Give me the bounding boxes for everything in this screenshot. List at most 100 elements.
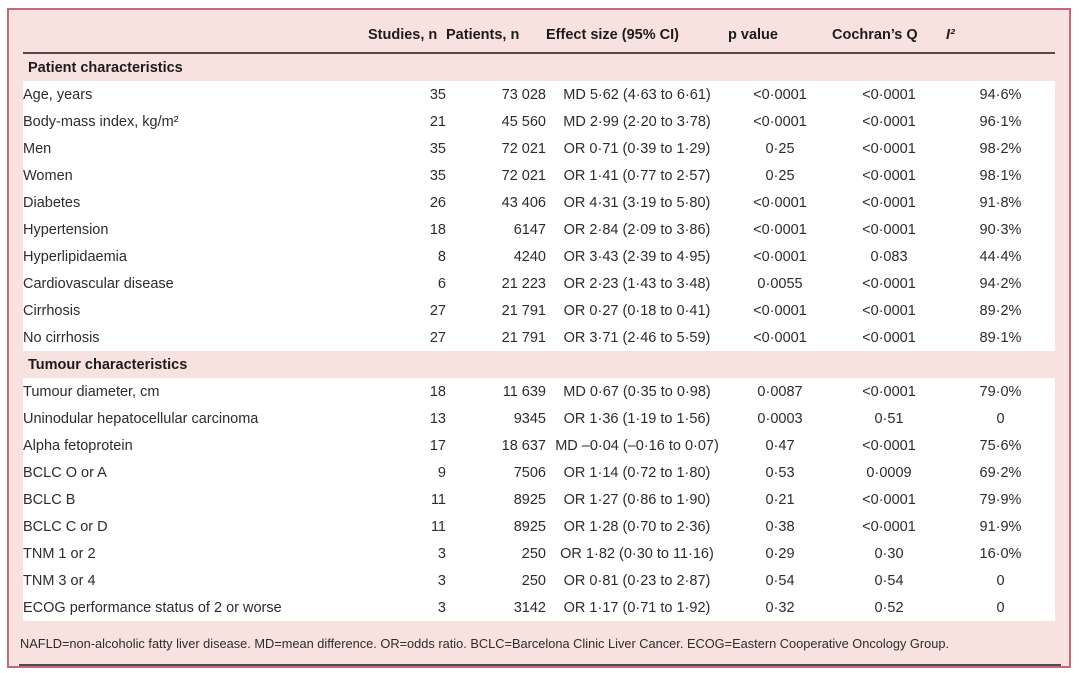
- i-squared-cell: 94·6%: [946, 81, 1055, 108]
- table-row: Men 35 72 021 OR 0·71 (0·39 to 1·29) 0·2…: [23, 135, 1055, 162]
- patients-cell: 43 406: [446, 189, 546, 216]
- row-label-cell: Women: [23, 162, 368, 189]
- cochrans-q-cell: <0·0001: [832, 108, 946, 135]
- effect-size-cell: OR 2·23 (1·43 to 3·48): [546, 270, 728, 297]
- p-value-cell: <0·0001: [728, 108, 832, 135]
- table-row: Cirrhosis 27 21 791 OR 0·27 (0·18 to 0·4…: [23, 297, 1055, 324]
- i-squared-cell: 44·4%: [946, 243, 1055, 270]
- column-header-cochrans-q: Cochran’s Q: [832, 10, 946, 54]
- row-label-cell: Hypertension: [23, 216, 368, 243]
- studies-cell: 35: [368, 135, 446, 162]
- studies-cell: 13: [368, 405, 446, 432]
- effect-size-cell: OR 1·36 (1·19 to 1·56): [546, 405, 728, 432]
- row-label-cell: TNM 1 or 2: [23, 540, 368, 567]
- section-title: Patient characteristics: [28, 59, 183, 76]
- cochrans-q-cell: <0·0001: [832, 486, 946, 513]
- row-label-cell: Hyperlipidaemia: [23, 243, 368, 270]
- p-value-cell: 0·0003: [728, 405, 832, 432]
- p-value-cell: <0·0001: [728, 189, 832, 216]
- section-header-row: Tumour characteristics: [23, 351, 1055, 378]
- i-squared-cell: 75·6%: [946, 432, 1055, 459]
- effect-size-cell: OR 0·81 (0·23 to 2·87): [546, 567, 728, 594]
- row-label-cell: Alpha fetoprotein: [23, 432, 368, 459]
- effect-size-cell: MD 0·67 (0·35 to 0·98): [546, 378, 728, 405]
- section-header-row: Patient characteristics: [23, 53, 1055, 81]
- column-header-studies: Studies, n: [368, 10, 446, 54]
- column-header-effect-size: Effect size (95% CI): [546, 10, 728, 54]
- table-row: Hypertension 18 6147 OR 2·84 (2·09 to 3·…: [23, 216, 1055, 243]
- effect-size-cell: OR 3·43 (2·39 to 4·95): [546, 243, 728, 270]
- studies-cell: 35: [368, 81, 446, 108]
- cochrans-q-cell: 0·54: [832, 567, 946, 594]
- row-label-cell: No cirrhosis: [23, 324, 368, 351]
- i-squared-cell: 89·2%: [946, 297, 1055, 324]
- i-squared-cell: 96·1%: [946, 108, 1055, 135]
- row-label-cell: TNM 3 or 4: [23, 567, 368, 594]
- i-squared-cell: 79·9%: [946, 486, 1055, 513]
- cochrans-q-cell: <0·0001: [832, 162, 946, 189]
- p-value-cell: <0·0001: [728, 216, 832, 243]
- i-squared-cell: 16·0%: [946, 540, 1055, 567]
- effect-size-cell: OR 1·82 (0·30 to 11·16): [546, 540, 728, 567]
- patients-cell: 21 791: [446, 324, 546, 351]
- p-value-cell: 0·25: [728, 162, 832, 189]
- p-value-cell: 0·0055: [728, 270, 832, 297]
- table-row: Diabetes 26 43 406 OR 4·31 (3·19 to 5·80…: [23, 189, 1055, 216]
- studies-cell: 27: [368, 297, 446, 324]
- effect-size-cell: OR 1·17 (0·71 to 1·92): [546, 594, 728, 621]
- row-label-cell: Uninodular hepatocellular carcinoma: [23, 405, 368, 432]
- i-squared-cell: 91·8%: [946, 189, 1055, 216]
- column-header-patients: Patients, n: [446, 10, 546, 54]
- p-value-cell: 0·54: [728, 567, 832, 594]
- studies-cell: 21: [368, 108, 446, 135]
- patients-cell: 4240: [446, 243, 546, 270]
- i-squared-cell: 0: [946, 405, 1055, 432]
- effect-size-cell: MD –0·04 (–0·16 to 0·07): [546, 432, 728, 459]
- row-label-cell: BCLC O or A: [23, 459, 368, 486]
- patients-cell: 72 021: [446, 162, 546, 189]
- effect-size-cell: OR 1·27 (0·86 to 1·90): [546, 486, 728, 513]
- patients-cell: 8925: [446, 486, 546, 513]
- studies-cell: 3: [368, 594, 446, 621]
- effect-size-cell: OR 4·31 (3·19 to 5·80): [546, 189, 728, 216]
- row-label-cell: Diabetes: [23, 189, 368, 216]
- p-value-cell: 0·0087: [728, 378, 832, 405]
- row-label-cell: Tumour diameter, cm: [23, 378, 368, 405]
- studies-cell: 17: [368, 432, 446, 459]
- bottom-rule-divider: [19, 664, 1061, 666]
- patients-cell: 9345: [446, 405, 546, 432]
- section-title: Tumour characteristics: [28, 356, 188, 373]
- column-header-i-squared: I²: [946, 10, 1055, 54]
- p-value-cell: 0·53: [728, 459, 832, 486]
- table-row: Cardiovascular disease 6 21 223 OR 2·23 …: [23, 270, 1055, 297]
- effect-size-cell: OR 1·14 (0·72 to 1·80): [546, 459, 728, 486]
- patients-cell: 250: [446, 540, 546, 567]
- meta-analysis-table: Studies, n Patients, n Effect size (95% …: [23, 10, 1055, 621]
- table-row: ECOG performance status of 2 or worse 3 …: [23, 594, 1055, 621]
- cochrans-q-cell: <0·0001: [832, 189, 946, 216]
- row-label-cell: ECOG performance status of 2 or worse: [23, 594, 368, 621]
- p-value-cell: <0·0001: [728, 297, 832, 324]
- i-squared-cell: 79·0%: [946, 378, 1055, 405]
- cochrans-q-cell: 0·083: [832, 243, 946, 270]
- table-row: Body-mass index, kg/m² 21 45 560 MD 2·99…: [23, 108, 1055, 135]
- studies-cell: 6: [368, 270, 446, 297]
- row-label-cell: Body-mass index, kg/m²: [23, 108, 368, 135]
- cochrans-q-cell: <0·0001: [832, 81, 946, 108]
- patients-cell: 3142: [446, 594, 546, 621]
- column-header-row: Studies, n Patients, n Effect size (95% …: [23, 10, 1055, 54]
- patients-cell: 11 639: [446, 378, 546, 405]
- patients-cell: 250: [446, 567, 546, 594]
- effect-size-cell: OR 0·27 (0·18 to 0·41): [546, 297, 728, 324]
- effect-size-cell: OR 0·71 (0·39 to 1·29): [546, 135, 728, 162]
- cochrans-q-cell: <0·0001: [832, 270, 946, 297]
- patients-cell: 21 791: [446, 297, 546, 324]
- i-squared-cell: 94·2%: [946, 270, 1055, 297]
- effect-size-cell: OR 1·41 (0·77 to 2·57): [546, 162, 728, 189]
- patients-cell: 21 223: [446, 270, 546, 297]
- table-row: Tumour diameter, cm 18 11 639 MD 0·67 (0…: [23, 378, 1055, 405]
- table-row: Women 35 72 021 OR 1·41 (0·77 to 2·57) 0…: [23, 162, 1055, 189]
- cochrans-q-cell: <0·0001: [832, 378, 946, 405]
- effect-size-cell: MD 5·62 (4·63 to 6·61): [546, 81, 728, 108]
- p-value-cell: <0·0001: [728, 243, 832, 270]
